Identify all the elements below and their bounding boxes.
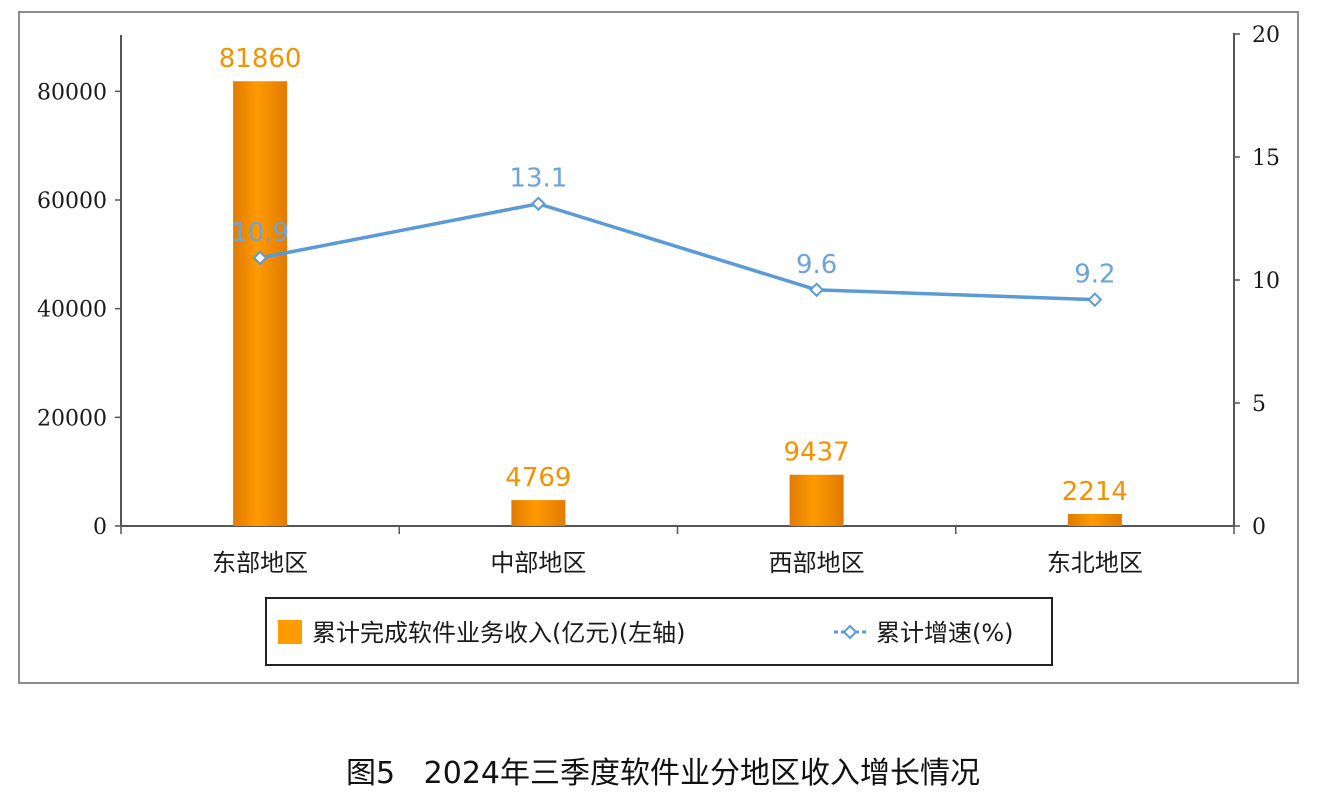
chart: 0 20000 40000 60000 80000 0 5 10 15 20 东部地区 中部地区 西部地… bbox=[37, 23, 1280, 666]
right-y-tick-label: 10 bbox=[1252, 269, 1280, 294]
growth-data-label: 10.9 bbox=[231, 218, 289, 248]
growth-data-label: 13.1 bbox=[509, 164, 567, 194]
legend-line-marker bbox=[842, 624, 858, 640]
legend-bar-swatch bbox=[278, 620, 302, 644]
chart-frame: 0 20000 40000 60000 80000 0 5 10 15 20 东部地区 中部地区 西部地… bbox=[18, 11, 1299, 684]
x-category-label: 东北地区 bbox=[1047, 549, 1143, 577]
left-y-tick-label: 0 bbox=[93, 515, 107, 540]
right-y-tick-label: 5 bbox=[1252, 392, 1266, 417]
legend-line-label: 累计增速(%) bbox=[876, 619, 1014, 647]
figure-caption: 图5 2024年三季度软件业分地区收入增长情况 bbox=[345, 756, 981, 791]
bar bbox=[789, 474, 844, 526]
bar-data-label: 4769 bbox=[505, 463, 571, 493]
x-category-label: 东部地区 bbox=[212, 549, 308, 577]
left-y-tick-label: 80000 bbox=[37, 80, 107, 105]
legend-box bbox=[265, 597, 1053, 666]
growth-point-marker bbox=[530, 196, 546, 212]
left-y-tick-label: 60000 bbox=[37, 189, 107, 214]
growth-point-marker bbox=[1087, 292, 1103, 308]
growth-data-label: 9.6 bbox=[796, 250, 837, 280]
right-y-tick-label: 15 bbox=[1252, 146, 1280, 171]
x-category-label: 中部地区 bbox=[490, 549, 586, 577]
left-y-tick-label: 40000 bbox=[37, 298, 107, 323]
bar bbox=[511, 500, 566, 526]
right-y-tick-label: 0 bbox=[1252, 515, 1266, 540]
growth-data-label: 9.2 bbox=[1074, 260, 1115, 290]
growth-point-marker bbox=[809, 282, 825, 298]
bar bbox=[1067, 513, 1122, 526]
legend-bar-label: 累计完成软件业务收入(亿元)(左轴) bbox=[312, 619, 685, 647]
bar bbox=[233, 81, 288, 527]
x-category-label: 西部地区 bbox=[769, 549, 865, 577]
growth-line bbox=[259, 201, 1095, 302]
bar-data-label: 81860 bbox=[219, 44, 302, 74]
growth-point-marker bbox=[252, 250, 268, 266]
bar-data-label: 2214 bbox=[1062, 477, 1128, 507]
left-y-tick-label: 20000 bbox=[37, 406, 107, 431]
right-y-tick-label: 20 bbox=[1252, 23, 1280, 48]
bar-data-label: 9437 bbox=[784, 438, 850, 468]
